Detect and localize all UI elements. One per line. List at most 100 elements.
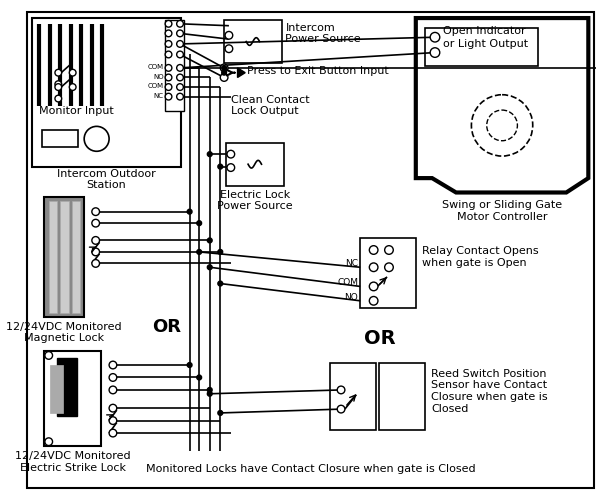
Bar: [380, 363, 426, 430]
Circle shape: [109, 361, 117, 369]
Circle shape: [218, 250, 223, 254]
Text: NC: NC: [154, 92, 164, 98]
Bar: [32, 18, 181, 167]
Circle shape: [207, 265, 212, 270]
Circle shape: [225, 32, 233, 39]
Bar: [57, 358, 76, 416]
Circle shape: [370, 263, 378, 272]
Circle shape: [337, 386, 345, 394]
Circle shape: [45, 438, 52, 446]
Circle shape: [176, 40, 184, 48]
Circle shape: [165, 20, 172, 27]
Circle shape: [430, 48, 440, 58]
Text: 12/24VDC Monitored
Magnetic Lock: 12/24VDC Monitored Magnetic Lock: [6, 322, 122, 344]
Circle shape: [69, 70, 76, 76]
Text: Intercom
Power Source: Intercom Power Source: [285, 23, 361, 44]
Polygon shape: [238, 68, 245, 78]
Circle shape: [487, 110, 517, 140]
Circle shape: [92, 208, 100, 216]
Text: 12/24VDC Monitored
Electric Strike Lock: 12/24VDC Monitored Electric Strike Lock: [15, 452, 131, 473]
Text: NO: NO: [344, 294, 358, 302]
Circle shape: [227, 150, 235, 158]
Circle shape: [218, 164, 223, 169]
Circle shape: [221, 74, 228, 82]
Circle shape: [109, 374, 117, 382]
Text: Reed Switch Position
Sensor have Contact
Closure when gate is
Closed: Reed Switch Position Sensor have Contact…: [431, 369, 548, 414]
Circle shape: [337, 406, 345, 413]
Text: Intercom Outdoor
Station: Intercom Outdoor Station: [57, 168, 156, 190]
Circle shape: [176, 20, 184, 27]
Circle shape: [55, 84, 61, 90]
Text: Relay Contact Opens
when gate is Open: Relay Contact Opens when gate is Open: [421, 246, 538, 268]
Circle shape: [109, 429, 117, 437]
Circle shape: [187, 362, 192, 368]
Text: Electric Lock
Power Source: Electric Lock Power Source: [217, 190, 293, 211]
Circle shape: [45, 352, 52, 360]
Circle shape: [370, 296, 378, 305]
Text: Open Indicator: Open Indicator: [443, 26, 525, 36]
Circle shape: [109, 404, 117, 412]
Bar: [226, 142, 284, 186]
Circle shape: [55, 95, 61, 102]
Text: Clean Contact
Lock Output: Clean Contact Lock Output: [231, 94, 309, 116]
Circle shape: [197, 375, 201, 380]
Bar: [44, 350, 101, 446]
Bar: [60, 201, 69, 314]
Circle shape: [370, 282, 378, 290]
Circle shape: [176, 30, 184, 36]
Text: Swing or Sliding Gate
Motor Controller: Swing or Sliding Gate Motor Controller: [442, 200, 562, 222]
Circle shape: [165, 74, 172, 81]
Circle shape: [109, 417, 117, 424]
Circle shape: [222, 70, 226, 75]
Text: COM: COM: [337, 278, 358, 287]
Circle shape: [55, 70, 61, 76]
Circle shape: [176, 84, 184, 90]
Bar: [44, 198, 84, 317]
Circle shape: [218, 410, 223, 416]
Circle shape: [55, 81, 61, 87]
Circle shape: [384, 263, 393, 272]
Circle shape: [165, 30, 172, 36]
Bar: [360, 238, 416, 308]
Circle shape: [176, 64, 184, 71]
Circle shape: [384, 246, 393, 254]
Bar: [330, 363, 375, 430]
Text: NC: NC: [345, 259, 358, 268]
Bar: [42, 130, 79, 148]
Circle shape: [221, 64, 228, 72]
Circle shape: [218, 281, 223, 286]
Circle shape: [165, 51, 172, 58]
Circle shape: [225, 45, 233, 52]
Text: or Light Output: or Light Output: [443, 39, 528, 49]
Text: Monitor Input: Monitor Input: [39, 106, 114, 116]
Circle shape: [207, 388, 212, 392]
Circle shape: [165, 40, 172, 48]
Circle shape: [165, 84, 172, 90]
Circle shape: [92, 220, 100, 227]
Circle shape: [370, 246, 378, 254]
Circle shape: [471, 94, 533, 156]
Circle shape: [227, 164, 235, 172]
Circle shape: [207, 238, 212, 243]
Text: NO: NO: [153, 74, 164, 80]
Bar: [49, 201, 57, 314]
Text: OR: OR: [364, 328, 395, 347]
Circle shape: [430, 32, 440, 42]
Text: COM: COM: [148, 83, 164, 89]
Circle shape: [176, 74, 184, 81]
Text: Press to Exit Button Input: Press to Exit Button Input: [247, 66, 389, 76]
Bar: [426, 28, 539, 66]
Circle shape: [165, 94, 172, 100]
Text: COM: COM: [148, 64, 164, 70]
Circle shape: [187, 210, 192, 214]
Circle shape: [92, 236, 100, 244]
Circle shape: [69, 84, 76, 90]
Text: Monitored Locks have Contact Closure when gate is Closed: Monitored Locks have Contact Closure whe…: [145, 464, 475, 474]
Bar: [49, 365, 63, 413]
Bar: [224, 20, 282, 63]
Circle shape: [197, 250, 201, 254]
Circle shape: [207, 392, 212, 396]
Circle shape: [84, 126, 109, 152]
Circle shape: [222, 66, 226, 70]
Circle shape: [176, 51, 184, 58]
